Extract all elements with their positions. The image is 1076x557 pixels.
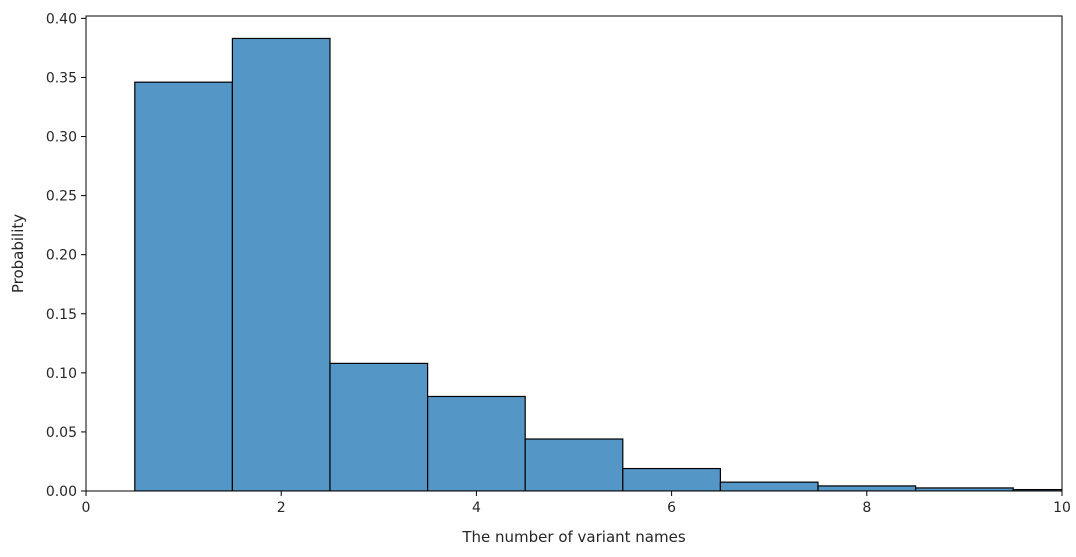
histogram-bar <box>427 395 526 491</box>
plot-frame <box>85 15 1063 492</box>
x-axis-label: The number of variant names <box>461 528 685 546</box>
histogram-bar <box>622 467 721 491</box>
y-axis-label: Probability <box>9 214 27 293</box>
y-tick-label: 0.40 <box>46 11 77 27</box>
histogram-bar <box>817 485 917 491</box>
x-tick-label: 4 <box>472 500 481 516</box>
x-tick-label: 6 <box>667 500 676 516</box>
x-tick-label: 0 <box>82 500 91 516</box>
histogram-bar <box>329 362 429 491</box>
x-tick-label: 2 <box>277 500 286 516</box>
histogram-bar <box>134 81 234 491</box>
bars-layer <box>134 37 1062 491</box>
y-axis-ticks: 0.00 0.05 0.10 0.15 0.20 0.25 0.30 0.35 0.40 <box>46 11 86 500</box>
histogram-bar <box>719 481 819 491</box>
x-tick-label: 8 <box>862 500 871 516</box>
y-tick-label: 0.30 <box>46 130 77 146</box>
y-tick-label: 0.05 <box>46 425 77 441</box>
histogram-bar <box>524 438 624 491</box>
y-tick-label: 0.35 <box>46 70 77 86</box>
y-tick-label: 0.25 <box>46 189 77 205</box>
y-tick-label: 0.00 <box>46 484 77 500</box>
x-axis-ticks: 0 2 4 6 8 10 <box>82 491 1071 516</box>
y-tick-label: 0.10 <box>46 366 77 382</box>
x-tick-label: 10 <box>1053 500 1071 516</box>
histogram-bar <box>231 37 331 491</box>
histogram-bar <box>1012 488 1062 491</box>
y-tick-label: 0.20 <box>46 248 77 264</box>
y-tick-label: 0.15 <box>46 307 77 323</box>
